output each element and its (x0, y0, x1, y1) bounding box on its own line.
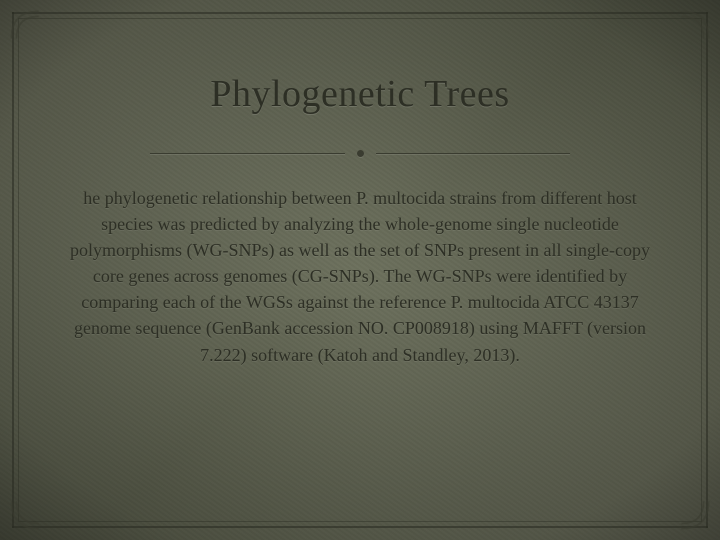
divider-dot-icon (357, 150, 364, 157)
slide-content: Phylogenetic Trees he phylogenetic relat… (0, 0, 720, 540)
divider-ornament (150, 150, 570, 157)
divider-line-left (150, 153, 345, 154)
slide-body-text: he phylogenetic relationship between P. … (56, 185, 664, 368)
slide: Phylogenetic Trees he phylogenetic relat… (0, 0, 720, 540)
slide-title: Phylogenetic Trees (210, 72, 509, 116)
divider-line-right (376, 153, 571, 154)
